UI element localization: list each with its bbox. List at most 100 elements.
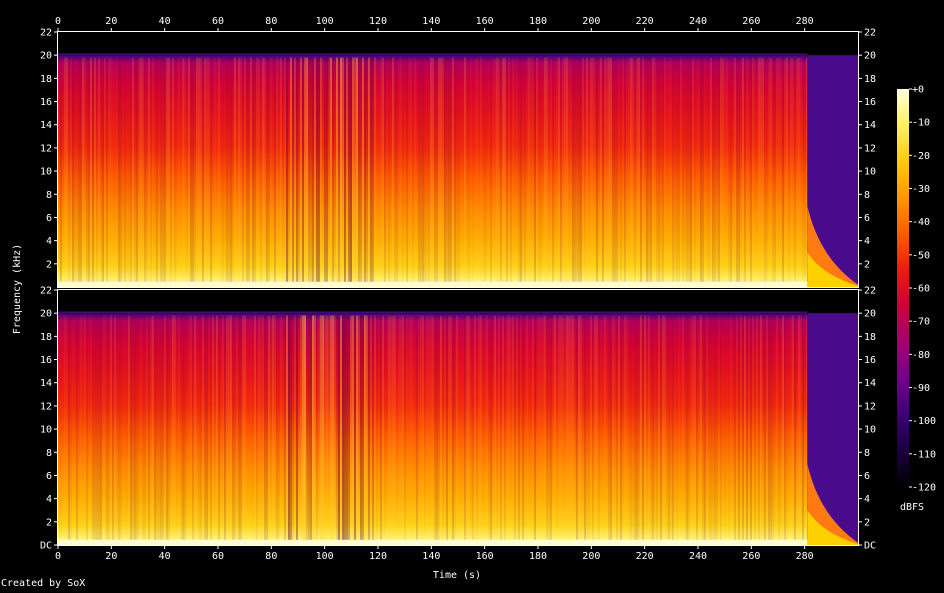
- texture-column: [540, 57, 542, 287]
- texture-column: [160, 57, 162, 287]
- texture-column: [498, 315, 500, 545]
- texture-column: [306, 57, 308, 287]
- colorbar-tick-label: -80: [912, 350, 930, 361]
- texture-column: [432, 57, 434, 287]
- texture-column: [644, 58, 646, 288]
- texture-column: [798, 57, 800, 287]
- texture-column: [654, 316, 656, 546]
- credit-text: Created by SoX: [1, 578, 86, 589]
- texture-column: [118, 315, 120, 545]
- texture-column: [72, 316, 74, 546]
- texture-column: [476, 315, 478, 545]
- y-tick-label: 8: [46, 190, 52, 201]
- texture-column: [596, 315, 598, 545]
- x-tick-label: 0: [55, 551, 61, 562]
- texture-column: [396, 57, 398, 287]
- texture-column: [192, 315, 194, 545]
- y-tick-label: 8: [864, 448, 870, 459]
- texture-column: [538, 315, 540, 545]
- texture-column: [88, 316, 90, 546]
- y-tick-label: 6: [864, 471, 870, 482]
- texture-column: [686, 315, 688, 545]
- texture-column: [270, 57, 272, 287]
- texture-column: [234, 57, 236, 287]
- texture-column: [664, 315, 666, 545]
- texture-column: [236, 58, 238, 288]
- texture-column: [518, 315, 520, 545]
- texture-column: [178, 57, 180, 287]
- texture-column: [574, 57, 576, 287]
- texture-column: [542, 58, 544, 288]
- texture-column: [556, 57, 558, 287]
- texture-column: [374, 315, 376, 545]
- texture-column: [534, 315, 536, 545]
- texture-column: [518, 57, 520, 287]
- texture-column: [472, 58, 474, 288]
- texture-column: [592, 57, 594, 287]
- y-tick-label: 14: [864, 120, 876, 131]
- texture-column: [490, 315, 492, 545]
- texture-column: [60, 57, 62, 287]
- texture-column: [406, 57, 408, 287]
- texture-column: [186, 58, 188, 288]
- texture-column: [496, 57, 498, 287]
- texture-column: [516, 315, 518, 545]
- texture-column: [146, 315, 148, 545]
- texture-column: [566, 315, 568, 545]
- texture-column: [346, 315, 348, 545]
- texture-column: [370, 57, 372, 287]
- texture-column: [710, 315, 712, 545]
- x-axis-top: 0 20 40 60 80 100 120 140 160 180 200 220 240 260 280: [55, 16, 814, 32]
- texture-column: [596, 57, 598, 287]
- texture-column: [430, 315, 432, 545]
- texture-column: [214, 57, 216, 287]
- texture-column: [442, 57, 444, 287]
- texture-column: [776, 315, 778, 545]
- texture-column: [738, 315, 740, 545]
- texture-column: [318, 57, 320, 287]
- texture-column: [104, 316, 106, 546]
- texture-column: [324, 57, 326, 287]
- texture-column: [540, 315, 542, 545]
- texture-column: [200, 315, 202, 545]
- texture-column: [318, 315, 320, 545]
- texture-column: [730, 315, 732, 545]
- texture-column: [804, 316, 806, 546]
- texture-column: [476, 57, 478, 287]
- texture-column: [784, 57, 786, 287]
- texture-column: [692, 315, 694, 545]
- texture-column: [158, 58, 160, 288]
- texture-column: [278, 58, 280, 288]
- texture-column: [384, 57, 386, 287]
- texture-column: [444, 315, 446, 545]
- texture-column: [390, 58, 392, 288]
- texture-column: [546, 315, 548, 545]
- texture-column: [342, 315, 344, 545]
- texture-column: [292, 315, 294, 545]
- texture-column: [510, 57, 512, 287]
- texture-column: [584, 315, 586, 545]
- texture-column: [614, 315, 616, 545]
- y-tick-label: 20: [40, 51, 52, 62]
- texture-column: [76, 57, 78, 287]
- texture-column: [408, 315, 410, 545]
- texture-column: [422, 315, 424, 545]
- texture-column: [60, 316, 62, 546]
- texture-column: [262, 315, 264, 545]
- texture-column: [628, 57, 630, 287]
- y-tick-label: 16: [864, 355, 876, 366]
- texture-column: [488, 58, 490, 288]
- y-tick-label: 10: [864, 425, 876, 436]
- texture-column: [414, 57, 416, 287]
- texture-column: [242, 57, 244, 287]
- texture-column: [376, 315, 378, 545]
- texture-column: [656, 315, 658, 545]
- texture-column: [266, 57, 268, 287]
- texture-column: [68, 315, 70, 545]
- texture-column: [460, 316, 462, 546]
- texture-column: [186, 316, 188, 546]
- texture-column: [394, 57, 396, 287]
- texture-column: [86, 315, 88, 545]
- x-tick-label: 80: [265, 16, 277, 27]
- texture-column: [172, 57, 174, 287]
